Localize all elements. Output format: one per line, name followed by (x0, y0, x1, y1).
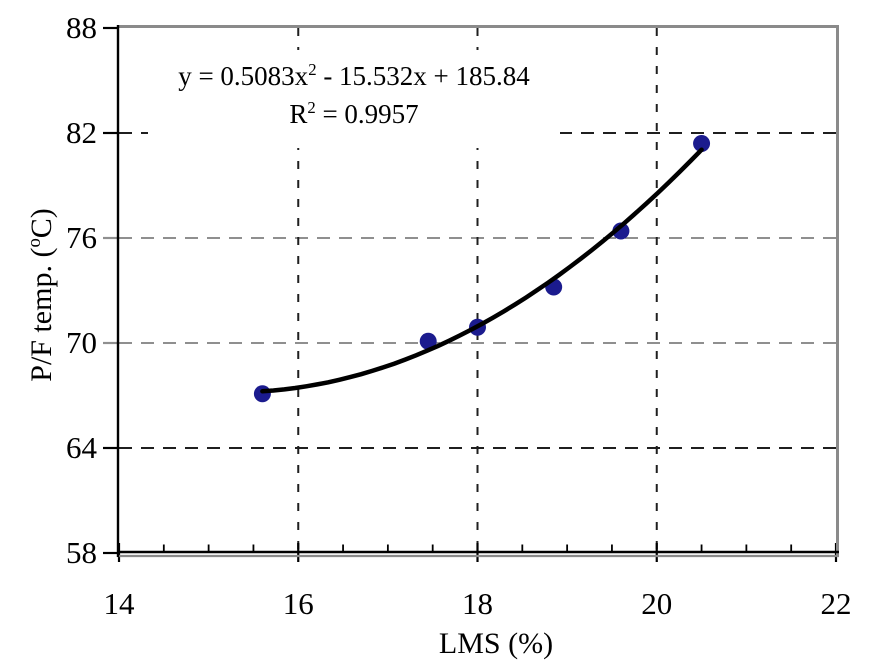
y-tick-label: 64 (66, 430, 97, 465)
y-tick-label: 70 (66, 325, 97, 360)
r-squared-exponent: 2 (307, 98, 316, 117)
x-tick-label: 14 (103, 586, 135, 621)
data-point-marker (419, 332, 437, 350)
trendline-annotation: y = 0.5083x2 - 15.532x + 185.84 R2 = 0.9… (148, 57, 560, 133)
x-tick-label: 18 (462, 586, 493, 621)
x-tick-label: 16 (282, 586, 314, 621)
equation-backdrop (148, 50, 560, 148)
y-tick-label: 88 (66, 10, 97, 45)
y-tick-label: 58 (66, 535, 97, 570)
trendline-curve (260, 147, 704, 394)
y-tick-label: 82 (66, 115, 97, 150)
x-axis-title: LMS (%) (438, 627, 554, 660)
x-tick-label: 22 (820, 586, 852, 621)
trendline-equation: y = 0.5083x2 - 15.532x + 185.84 (178, 60, 530, 91)
equation-exponent: 2 (308, 60, 317, 79)
y-axis-title: P/F temp. (oC) (24, 208, 58, 382)
degree-symbol: o (24, 238, 45, 248)
r-squared-label: R2 = 0.9957 (289, 98, 419, 129)
x-tick-label: 20 (641, 586, 673, 621)
y-tick-label: 76 (66, 220, 97, 255)
data-point-marker (253, 385, 271, 403)
data-point-marker (693, 135, 711, 152)
